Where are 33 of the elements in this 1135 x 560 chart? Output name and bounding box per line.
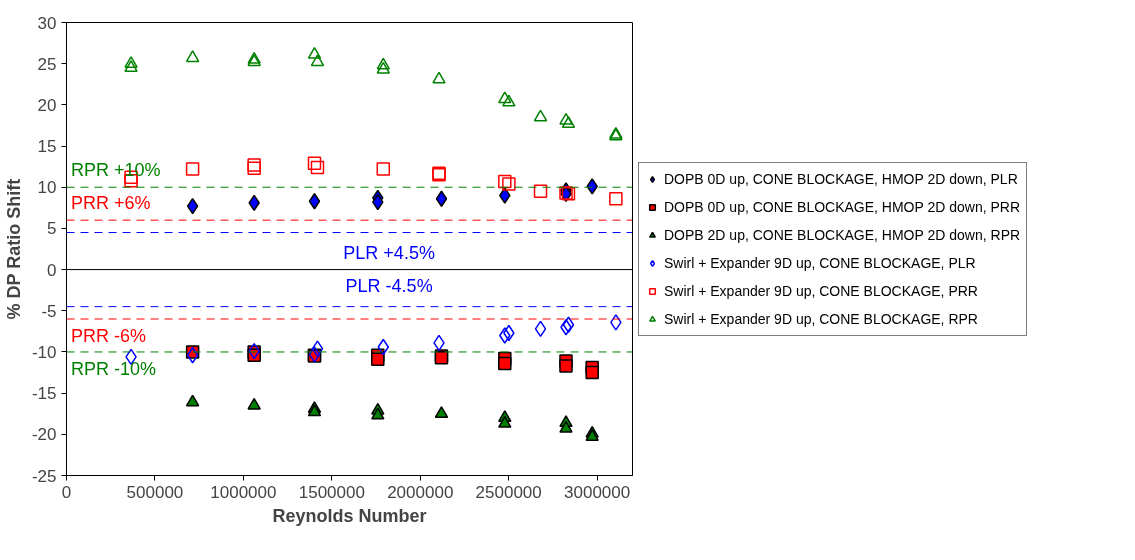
legend-label: DOPB 0D up, CONE BLOCKAGE, HMOP 2D down, PLR: [664, 170, 1018, 187]
y-tick-label: -20: [31, 425, 57, 445]
ref-line-label: PRR -6%: [71, 326, 147, 347]
ref-line-label: RPR -10%: [71, 359, 157, 380]
y-tick-label: -15: [31, 384, 57, 404]
legend-label: Swirl + Expander 9D up, CONE BLOCKAGE, PLR: [664, 254, 976, 271]
x-tick-label: 1000000: [210, 482, 277, 502]
y-tick-label: 10: [37, 178, 57, 198]
y-tick-label: 5: [47, 219, 57, 239]
y-tick-label: -10: [31, 342, 57, 362]
legend-label: DOPB 2D up, CONE BLOCKAGE, HMOP 2D down, RPR: [664, 226, 1021, 243]
y-tick-label: 0: [47, 260, 57, 280]
x-tick-label: 0: [61, 482, 72, 502]
y-tick-label: 25: [37, 54, 57, 74]
ref-line-label: PRR +6%: [71, 192, 151, 213]
x-tick-label: 2000000: [387, 482, 454, 502]
y-tick-label: 20: [37, 95, 57, 115]
ref-line-label: RPR +10%: [71, 160, 161, 181]
x-tick-label: 2500000: [475, 482, 542, 502]
ref-line-label: PLR -4.5%: [345, 276, 433, 297]
x-tick-label: 500000: [126, 482, 184, 502]
x-tick-label: 1500000: [298, 482, 365, 502]
y-tick-label: 15: [37, 137, 57, 157]
y-tick-label: -25: [31, 466, 57, 486]
y-axis-title: % DP Ratio Shift: [3, 178, 24, 320]
ref-line-label: PLR +4.5%: [343, 242, 435, 263]
x-tick-label: 3000000: [564, 482, 631, 502]
y-tick-label: -5: [41, 301, 57, 321]
y-tick-label: 30: [37, 13, 57, 33]
legend-label: Swirl + Expander 9D up, CONE BLOCKAGE, RPR: [664, 310, 978, 327]
legend-label: Swirl + Expander 9D up, CONE BLOCKAGE, PRR: [664, 282, 978, 299]
legend-label: DOPB 0D up, CONE BLOCKAGE, HMOP 2D down, PRR: [664, 198, 1021, 215]
x-axis-title: Reynolds Number: [272, 505, 427, 526]
